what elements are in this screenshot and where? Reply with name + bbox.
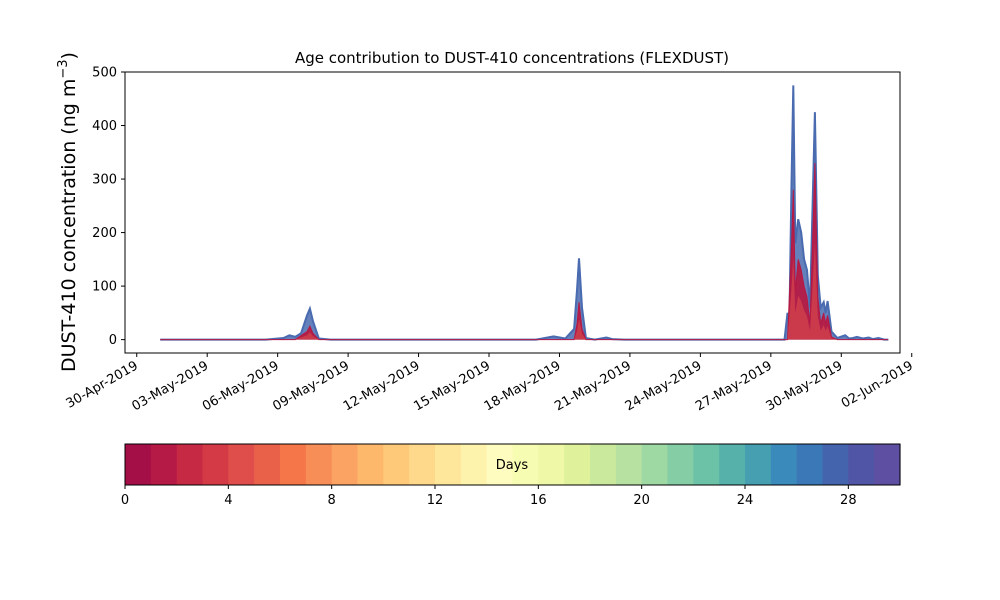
colorbar-tick-label: 12 [427, 493, 444, 508]
series-line-1 [160, 162, 889, 341]
colorbar-segment [176, 444, 204, 485]
colorbar-segment [202, 444, 229, 485]
x-tick-label: 30-May-2019 [764, 358, 846, 414]
colorbar-tick-label: 8 [328, 493, 336, 508]
x-tick-label: 09-May-2019 [270, 358, 352, 414]
colorbar-segment [486, 444, 514, 485]
y-axis: 0 100 200 300 400 500 [92, 66, 125, 348]
colorbar-label: Days [496, 458, 529, 473]
colorbar-segment [822, 444, 849, 485]
x-axis: 30-Apr-201903-May-201906-May-201909-May-… [64, 353, 916, 414]
colorbar-segment [667, 444, 694, 485]
y-tick-label: 100 [92, 280, 117, 295]
colorbar-segment [796, 444, 824, 485]
colorbar [125, 444, 901, 485]
y-tick-label: 300 [92, 173, 117, 188]
colorbar-segment [693, 444, 720, 485]
x-tick-label: 27-May-2019 [693, 358, 775, 414]
colorbar-tick-label: 20 [633, 493, 650, 508]
colorbar-segment [435, 444, 462, 485]
x-tick-label: 06-May-2019 [200, 358, 282, 414]
colorbar-segment [280, 444, 307, 485]
y-tick-label: 500 [92, 66, 117, 81]
colorbar-segment [848, 444, 875, 485]
colorbar-segment [254, 444, 281, 485]
colorbar-segment [228, 444, 255, 485]
series-area-mid [160, 242, 889, 340]
colorbar-tick-label: 28 [840, 493, 857, 508]
x-tick-label: 24-May-2019 [623, 358, 705, 414]
colorbar-segment [150, 444, 178, 485]
x-tick-label: 18-May-2019 [482, 358, 564, 414]
colorbar-axis: 0 4 8 12 16 20 24 28 [121, 485, 857, 508]
x-tick-label: 03-May-2019 [130, 358, 212, 414]
chart-title: Age contribution to DUST-410 concentrati… [295, 49, 729, 67]
colorbar-tick-label: 24 [737, 493, 754, 508]
colorbar-segment [564, 444, 591, 485]
colorbar-tick-label: 4 [224, 493, 232, 508]
colorbar-segment [538, 444, 565, 485]
colorbar-tick-label: 0 [121, 493, 129, 508]
x-tick-label: 21-May-2019 [552, 358, 634, 414]
x-tick-label: 15-May-2019 [411, 358, 493, 414]
colorbar-segment [460, 444, 488, 485]
colorbar-segment [331, 444, 359, 485]
y-tick-label: 400 [92, 119, 117, 134]
x-tick-label: 12-May-2019 [341, 358, 423, 414]
colorbar-segment [874, 444, 901, 485]
colorbar-segment [770, 444, 798, 485]
colorbar-segment [590, 444, 617, 485]
y-tick-label: 200 [92, 226, 117, 241]
x-tick-label: 02-Jun-2019 [839, 358, 916, 411]
colorbar-segment [305, 444, 333, 485]
series-layer [160, 85, 889, 341]
colorbar-segment [383, 444, 410, 485]
colorbar-segment [719, 444, 746, 485]
plot-frame [124, 71, 901, 354]
y-tick-label: 0 [109, 333, 117, 348]
colorbar-segment [357, 444, 384, 485]
colorbar-segment [641, 444, 669, 485]
colorbar-segment [615, 444, 643, 485]
colorbar-segment [512, 444, 539, 485]
colorbar-segment [125, 444, 152, 485]
colorbar-segment [409, 444, 436, 485]
y-axis-label: DUST-410 concentration (ng m−3) [56, 52, 80, 372]
colorbar-tick-label: 16 [530, 493, 547, 508]
series-line-0 [160, 85, 889, 341]
series-area-1 [160, 163, 889, 340]
colorbar-segment [745, 444, 772, 485]
colorbar-frame [124, 443, 901, 486]
series-area-0 [160, 85, 889, 340]
